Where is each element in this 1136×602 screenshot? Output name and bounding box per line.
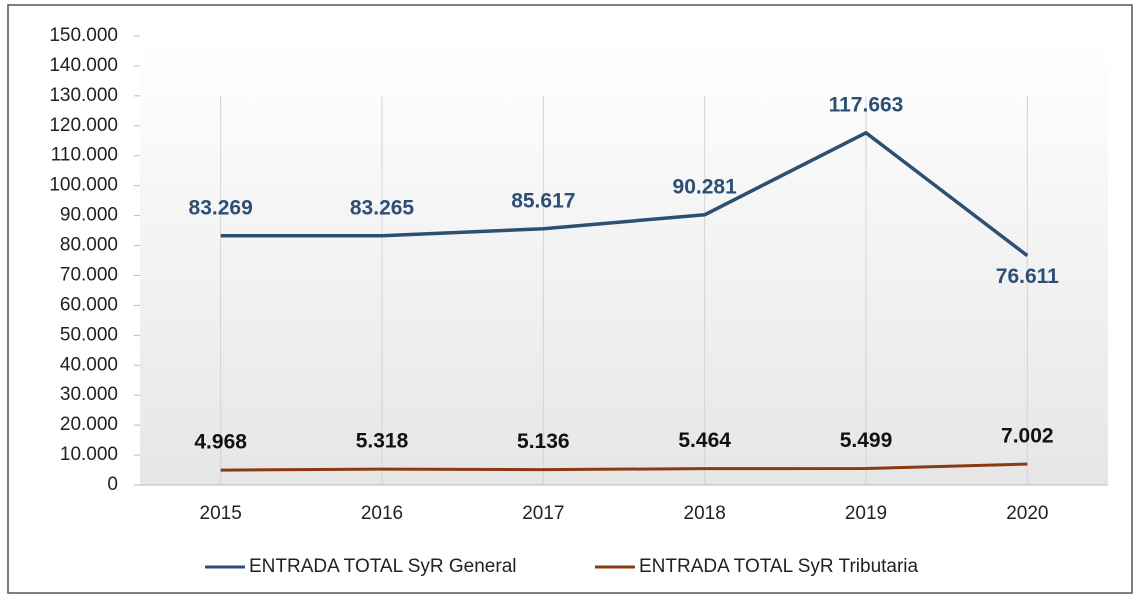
y-tick-label: 30.000: [60, 384, 118, 405]
data-label: 4.968: [194, 431, 247, 454]
y-tick-label: 10.000: [60, 444, 118, 465]
y-tick-label: 140.000: [49, 55, 118, 76]
y-tick-label: 100.000: [49, 175, 118, 196]
data-label: 83.265: [350, 196, 415, 219]
y-tick-label: 90.000: [60, 205, 118, 226]
data-label: 5.499: [840, 429, 893, 452]
data-label: 117.663: [829, 93, 904, 116]
y-tick-label: 0: [107, 474, 118, 495]
y-tick-label: 130.000: [49, 85, 118, 106]
y-tick-label: 80.000: [60, 235, 118, 256]
data-label: 90.281: [673, 175, 738, 198]
y-tick-label: 50.000: [60, 324, 118, 345]
x-tick-label: 2015: [200, 503, 242, 524]
legend-label: ENTRADA TOTAL SyR Tributaria: [639, 556, 919, 577]
data-label: 5.464: [678, 429, 731, 452]
x-tick-label: 2018: [684, 503, 726, 524]
legend-label: ENTRADA TOTAL SyR General: [249, 556, 517, 577]
x-tick-label: 2016: [361, 503, 403, 524]
series-line: [220, 131, 1029, 258]
plot-area: [140, 36, 1108, 485]
x-tick-label: 2019: [845, 503, 887, 524]
y-tick-label: 20.000: [60, 414, 118, 435]
x-tick-label: 2020: [1006, 503, 1048, 524]
data-label: 5.136: [517, 430, 570, 453]
y-tick-label: 40.000: [60, 354, 118, 375]
data-label: 76.611: [996, 265, 1059, 288]
y-tick-label: 60.000: [60, 294, 118, 315]
data-label: 83.269: [189, 196, 253, 219]
data-label: 7.002: [1001, 425, 1054, 448]
y-tick-label: 150.000: [49, 25, 118, 46]
x-tick-label: 2017: [522, 503, 564, 524]
y-tick-label: 110.000: [51, 145, 118, 166]
data-label: 85.617: [511, 189, 575, 212]
y-tick-label: 70.000: [60, 264, 118, 285]
series-line: [220, 462, 1028, 472]
y-tick-label: 120.000: [49, 115, 118, 136]
data-label: 5.318: [356, 430, 409, 453]
